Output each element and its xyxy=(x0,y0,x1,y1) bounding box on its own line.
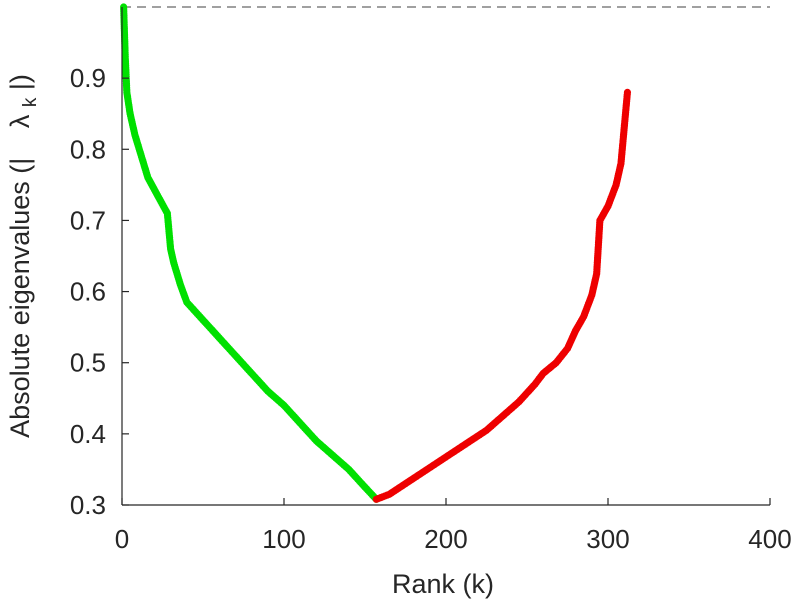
y-tick-label: 0.5 xyxy=(70,348,106,378)
y-axis-title-prefix: Absolute eigenvalues (| xyxy=(5,158,35,438)
x-tick-labels: 0 100 200 300 400 xyxy=(115,524,792,554)
x-tick-label: 400 xyxy=(748,524,791,554)
y-tick-labels: 0.3 0.4 0.5 0.6 0.7 0.8 0.9 xyxy=(70,63,106,520)
y-tick-label: 0.7 xyxy=(70,205,106,235)
y-tick-label: 0.9 xyxy=(70,63,106,93)
x-axis-title: Rank (k) xyxy=(392,569,494,599)
y-tick-label: 0.4 xyxy=(70,419,106,449)
x-tick-label: 0 xyxy=(115,524,129,554)
x-tick-label: 200 xyxy=(424,524,467,554)
x-tick-label: 300 xyxy=(586,524,629,554)
y-axis-title-subscript: k xyxy=(20,97,41,107)
y-axis-title: Absolute eigenvalues (| λ k |) xyxy=(5,74,42,438)
x-tick-label: 100 xyxy=(262,524,305,554)
series-layer xyxy=(120,3,632,503)
y-axis-title-suffix: |) xyxy=(5,74,35,90)
series-line-1 xyxy=(122,6,378,501)
y-tick-label: 0.6 xyxy=(70,277,106,307)
y-tick-label: 0.8 xyxy=(70,134,106,164)
y-axis-title-symbol: λ xyxy=(5,114,35,128)
series-2-point xyxy=(623,88,632,96)
y-tick-label: 0.3 xyxy=(70,490,106,520)
axes-layer xyxy=(121,7,771,506)
